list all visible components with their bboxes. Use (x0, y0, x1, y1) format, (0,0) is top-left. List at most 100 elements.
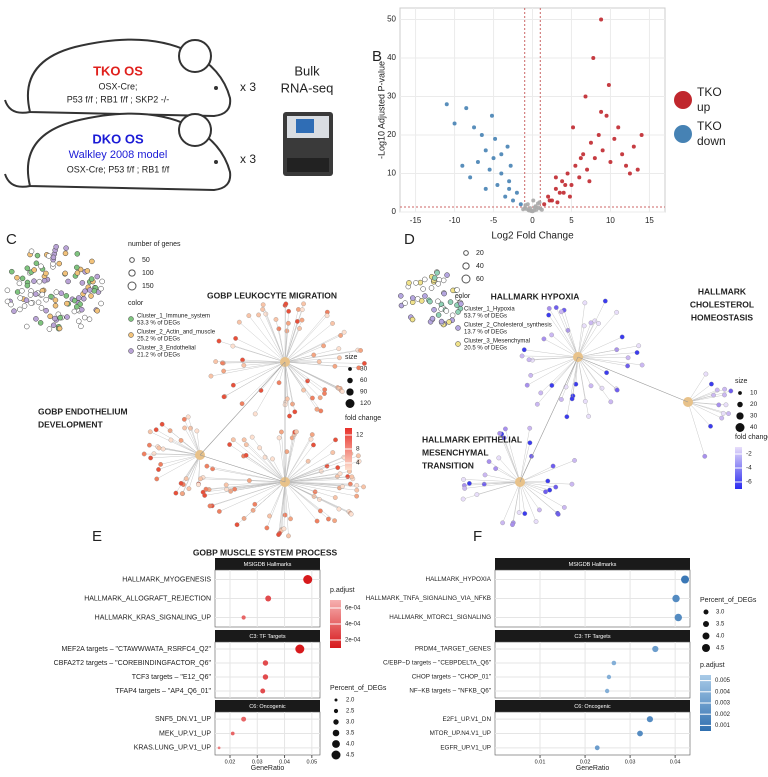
network-node (356, 454, 360, 458)
point (584, 95, 588, 99)
network-edge (549, 308, 578, 357)
network-node (527, 358, 531, 362)
point (460, 164, 464, 168)
network-edge (150, 432, 200, 455)
point (640, 133, 644, 137)
network-node (286, 534, 290, 538)
network-node (312, 353, 316, 357)
point (507, 179, 511, 183)
legend-label: 4.5 (716, 646, 725, 652)
point (506, 145, 510, 149)
network-node (184, 476, 188, 480)
legend-size (703, 633, 710, 640)
cluster-node (450, 313, 455, 318)
network-node (279, 430, 283, 434)
network-node (528, 441, 532, 445)
mouse-tail (5, 100, 30, 113)
x-axis-label: GeneRatio (251, 765, 285, 772)
network-node (570, 482, 574, 486)
network-node (231, 344, 235, 348)
mouse-eye (214, 160, 218, 164)
legend-swatch (456, 342, 461, 347)
network-node (270, 457, 274, 461)
network-node (520, 354, 524, 358)
cluster-node (24, 324, 29, 329)
cluster-node (95, 274, 100, 279)
legend-label: 13.7 % of DEGs (464, 330, 507, 336)
cluster-node (74, 265, 79, 270)
legend-size (129, 270, 135, 276)
cluster-node (430, 316, 435, 321)
legend-label: 50 (142, 257, 150, 264)
facet-label: MSIGDB Hallmarks (569, 562, 617, 568)
network-node (534, 519, 538, 523)
x-tick-label: 0.01 (535, 759, 546, 765)
method: Bulk (294, 63, 320, 78)
legend-size (346, 388, 353, 395)
legend-title: fold change (735, 434, 768, 441)
genotype: OSX-Cre; P53 f/f ; RB1 f/f (67, 164, 170, 174)
network-node (310, 396, 314, 400)
cluster-node (435, 299, 440, 304)
network-node (559, 397, 563, 401)
network-node (257, 446, 261, 450)
legend-label: 21.2 % of DEGs (137, 353, 180, 359)
network-node (310, 432, 314, 436)
network-node (205, 464, 209, 468)
network-edge (246, 445, 285, 482)
network-node (589, 321, 593, 325)
cluster-node (51, 255, 56, 260)
cluster-node (419, 298, 424, 303)
network-node (256, 313, 260, 317)
cluster-node (39, 305, 44, 310)
term-label: NF−KB targets – "NFKB_Q6" (409, 688, 491, 695)
network-node (277, 327, 281, 331)
term-label: KRAS.LUNG_UP.V1_UP (134, 745, 212, 752)
x-tick-label: 0.03 (625, 759, 636, 765)
cluster-node (89, 259, 94, 264)
point (562, 191, 566, 195)
network-edge (578, 301, 605, 357)
network-node (209, 374, 213, 378)
network-node (161, 447, 165, 451)
network-node (315, 519, 319, 523)
cluster-node (89, 277, 94, 282)
network-node (537, 508, 541, 512)
network-node (333, 495, 337, 499)
network-node (202, 493, 206, 497)
network-node (142, 452, 146, 456)
dot (295, 645, 304, 654)
x-tick-label: 0.05 (306, 759, 317, 765)
term-label: TCF3 targets – "E12_Q6" (132, 674, 212, 681)
point (555, 200, 559, 204)
network-node (482, 482, 486, 486)
cluster-node (79, 307, 84, 312)
network-edge (237, 482, 285, 525)
network-node (160, 422, 164, 426)
legend-title: color (455, 293, 471, 300)
network-node (247, 313, 251, 317)
mouse-ear (179, 40, 211, 72)
point (632, 145, 636, 149)
facet-panel (215, 642, 320, 698)
legend-label: 4.0 (346, 742, 355, 748)
legend-label: 3.0 (346, 720, 355, 726)
cluster-node (54, 244, 59, 249)
network-node (337, 507, 341, 511)
network-node (720, 416, 724, 420)
legend-label: 4.0 (716, 634, 725, 640)
legend-label: 90 (360, 389, 368, 396)
dot (681, 576, 689, 584)
cluster-node (43, 271, 48, 276)
network-node (342, 330, 346, 334)
legend-label: -2 (746, 451, 752, 458)
network-node (349, 512, 353, 516)
network-node (224, 483, 228, 487)
point (515, 191, 519, 195)
panel-a: A TKO OS OSX-Cre; P53 f/f ; RB1 f/f ; SK… (5, 40, 333, 190)
network-node (152, 451, 156, 455)
network-node (525, 383, 529, 387)
network-node (729, 389, 733, 393)
term-label: TFAP4 targets – "AP4_Q6_01" (115, 688, 211, 695)
cluster-node (410, 317, 415, 322)
